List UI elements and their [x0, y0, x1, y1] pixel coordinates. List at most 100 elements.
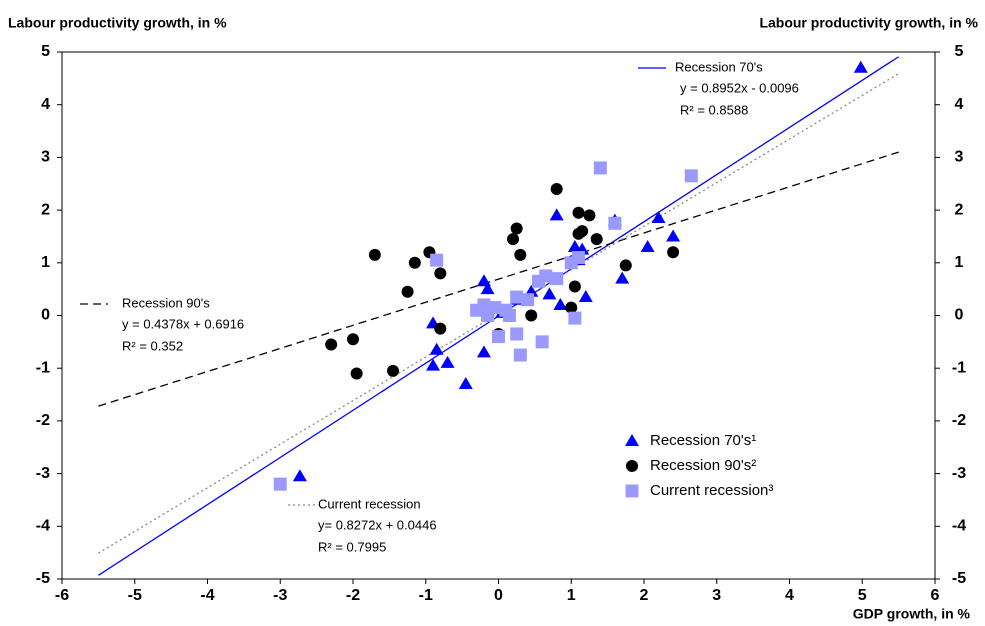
square-point: [430, 253, 444, 267]
circle-point: [408, 256, 421, 269]
y-tick-label: -1: [36, 359, 50, 376]
y2-tick-label: 2: [955, 201, 964, 218]
y2-tick-label: 0: [955, 307, 964, 324]
triangle-point: [292, 469, 307, 482]
trend-line: [98, 151, 899, 407]
circle-point: [576, 225, 589, 238]
square-point: [535, 335, 549, 349]
x-axis-title: GDP growth, in %: [853, 606, 971, 622]
x-tick-label: 2: [640, 587, 649, 604]
circle-point: [368, 248, 381, 261]
trend-equation: y= 0.8272x + 0.0446: [318, 517, 437, 532]
triangle-point: [480, 282, 495, 295]
square-point: [593, 161, 607, 175]
y-tick-label: 5: [41, 43, 50, 60]
y2-tick-label: -2: [952, 412, 966, 429]
y-tick-label: 4: [41, 96, 50, 113]
circle-point: [619, 259, 632, 272]
legend-label: Recession 70's¹: [650, 432, 756, 449]
triangle-point: [615, 271, 630, 284]
triangle-point: [853, 60, 868, 73]
legend-label: Current recession³: [650, 482, 773, 499]
circle-point: [565, 301, 578, 314]
trend-name: Recession 90's: [122, 295, 210, 310]
y2-axis-title: Labour productivity growth, in %: [759, 15, 978, 31]
trend-r2: R² = 0.352: [122, 338, 183, 353]
y2-tick-label: 3: [955, 149, 964, 166]
circle-point: [667, 246, 680, 259]
circle-point: [325, 338, 338, 351]
x-tick-label: 5: [858, 587, 867, 604]
x-tick-label: 4: [785, 587, 794, 604]
trend-r2: R² = 0.7995: [318, 539, 386, 554]
triangle-point: [567, 239, 582, 252]
x-tick-label: -3: [273, 587, 287, 604]
y2-tick-label: -4: [952, 518, 966, 535]
circle-point: [507, 233, 520, 246]
square-point: [477, 298, 491, 312]
square-point: [539, 269, 553, 283]
square-point: [273, 477, 287, 491]
y-tick-label: 3: [41, 149, 50, 166]
square-point: [684, 169, 698, 183]
circle-point: [434, 322, 447, 335]
circle-point: [510, 222, 523, 235]
circle-point: [401, 285, 414, 298]
circle-point: [350, 367, 363, 380]
trend-equation: y = 0.4378x + 0.6916: [122, 316, 244, 331]
square-point: [510, 327, 524, 341]
triangle-point: [458, 377, 473, 390]
triangle-point: [549, 208, 564, 221]
square-point: [572, 251, 586, 265]
square-point: [513, 348, 527, 362]
triangle-point: [440, 355, 455, 368]
x-tick-label: 6: [931, 587, 940, 604]
y-tick-label: 2: [41, 201, 50, 218]
circle-point: [550, 183, 563, 196]
circle-point: [347, 333, 359, 346]
circle-point: [387, 364, 400, 377]
legend-label: Recession 90's²: [650, 457, 756, 474]
y2-tick-label: -1: [952, 359, 966, 376]
y2-tick-label: -5: [952, 570, 966, 587]
triangle-point: [578, 290, 593, 303]
triangle-point: [666, 229, 681, 242]
square-point: [510, 290, 524, 304]
circle-point: [434, 267, 447, 280]
y-tick-label: -3: [36, 465, 50, 482]
x-tick-label: -2: [346, 587, 360, 604]
triangle-point: [476, 345, 491, 358]
circle-point: [590, 233, 603, 246]
square-point: [499, 303, 513, 317]
x-tick-label: -1: [419, 587, 433, 604]
circle-point: [572, 206, 585, 219]
triangle-point: [542, 287, 557, 300]
trend-r2: R² = 0.8588: [680, 102, 748, 117]
y-tick-label: 1: [41, 254, 50, 271]
triangle-point: [553, 297, 568, 310]
trend-name: Recession 70's: [675, 59, 763, 74]
trend-equation: y = 0.8952x - 0.0096: [680, 80, 799, 95]
legend-marker: [625, 484, 639, 498]
y-tick-label: -5: [36, 570, 50, 587]
x-tick-label: 0: [494, 587, 503, 604]
square-point: [568, 311, 582, 325]
square-point: [492, 330, 505, 344]
triangle-point: [429, 342, 444, 355]
y-tick-label: -4: [36, 518, 50, 535]
y2-tick-label: 1: [955, 254, 964, 271]
y2-tick-label: -3: [952, 465, 966, 482]
y-tick-label: 0: [41, 307, 50, 324]
circle-point: [514, 248, 527, 261]
legend-marker: [625, 434, 639, 446]
triangle-point: [651, 211, 666, 224]
y2-tick-label: 4: [955, 96, 964, 113]
circle-point: [583, 209, 596, 222]
circle-point: [525, 309, 538, 322]
triangle-point: [640, 239, 655, 252]
triangle-point: [426, 358, 441, 371]
y2-tick-label: 5: [955, 43, 964, 60]
y-axis-title: Labour productivity growth, in %: [8, 15, 227, 31]
y-tick-label: -2: [36, 412, 50, 429]
